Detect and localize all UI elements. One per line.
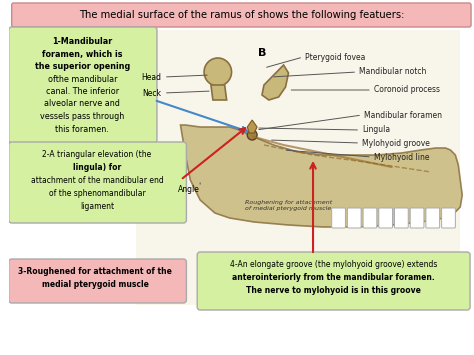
- Text: Head: Head: [141, 72, 161, 82]
- Text: Mandibular foramen: Mandibular foramen: [364, 110, 442, 120]
- Text: alveolar nerve and: alveolar nerve and: [45, 99, 120, 109]
- Polygon shape: [211, 85, 227, 100]
- Circle shape: [247, 130, 257, 140]
- FancyBboxPatch shape: [12, 3, 471, 27]
- FancyBboxPatch shape: [197, 252, 470, 310]
- FancyBboxPatch shape: [394, 208, 408, 228]
- FancyBboxPatch shape: [332, 208, 346, 228]
- Text: canal. The inferior: canal. The inferior: [46, 87, 119, 96]
- Text: this foramen.: this foramen.: [55, 125, 109, 133]
- Polygon shape: [181, 125, 462, 227]
- FancyBboxPatch shape: [426, 208, 440, 228]
- Text: 1-Mandibular: 1-Mandibular: [52, 37, 112, 46]
- Text: 3-Roughened for attachment of the: 3-Roughened for attachment of the: [18, 267, 172, 276]
- FancyBboxPatch shape: [442, 208, 456, 228]
- Polygon shape: [262, 65, 289, 100]
- FancyBboxPatch shape: [9, 27, 157, 143]
- Text: of the sphenomandibular: of the sphenomandibular: [49, 189, 146, 198]
- Text: vessels pass through: vessels pass through: [40, 112, 125, 121]
- FancyBboxPatch shape: [9, 142, 186, 223]
- Text: anterointeriorly from the mandibular foramen.: anterointeriorly from the mandibular for…: [232, 273, 435, 282]
- Text: ligament: ligament: [80, 202, 114, 211]
- FancyBboxPatch shape: [379, 208, 392, 228]
- Text: medial pterygoid muscle: medial pterygoid muscle: [42, 280, 148, 289]
- FancyBboxPatch shape: [347, 208, 361, 228]
- Text: Mylohyoid line: Mylohyoid line: [374, 153, 429, 162]
- Text: Neck: Neck: [142, 88, 161, 98]
- Text: attachment of the mandibular end: attachment of the mandibular end: [31, 176, 164, 185]
- Text: B: B: [258, 48, 266, 58]
- Text: Coronoid process: Coronoid process: [374, 86, 440, 94]
- FancyBboxPatch shape: [9, 259, 186, 303]
- Text: foramen, which is: foramen, which is: [42, 49, 123, 59]
- Text: The medial surface of the ramus of shows the following featuers:: The medial surface of the ramus of shows…: [79, 10, 404, 20]
- Text: 4-An elongate groove (the mylohyoid groove) extends: 4-An elongate groove (the mylohyoid groo…: [230, 260, 438, 269]
- Polygon shape: [247, 120, 257, 133]
- Text: the superior opening: the superior opening: [35, 62, 130, 71]
- Text: Roughening for attachment
of medial pterygoid muscle: Roughening for attachment of medial pter…: [245, 200, 332, 211]
- Text: lingula) for: lingula) for: [73, 163, 121, 172]
- Text: ofthe mandibular: ofthe mandibular: [47, 75, 117, 83]
- Text: 2-A triangular elevation (the: 2-A triangular elevation (the: [43, 150, 152, 159]
- Circle shape: [204, 58, 232, 86]
- Text: The nerve to mylohyoid is in this groove: The nerve to mylohyoid is in this groove: [246, 286, 421, 295]
- Text: Mylohyoid groove: Mylohyoid groove: [362, 138, 430, 147]
- FancyBboxPatch shape: [363, 208, 377, 228]
- Text: Pterygoid fovea: Pterygoid fovea: [305, 53, 365, 61]
- Text: Mandibular notch: Mandibular notch: [359, 67, 427, 76]
- FancyBboxPatch shape: [410, 208, 424, 228]
- Text: Angle: Angle: [178, 186, 200, 195]
- FancyBboxPatch shape: [137, 30, 460, 305]
- Text: Lingula: Lingula: [362, 126, 390, 135]
